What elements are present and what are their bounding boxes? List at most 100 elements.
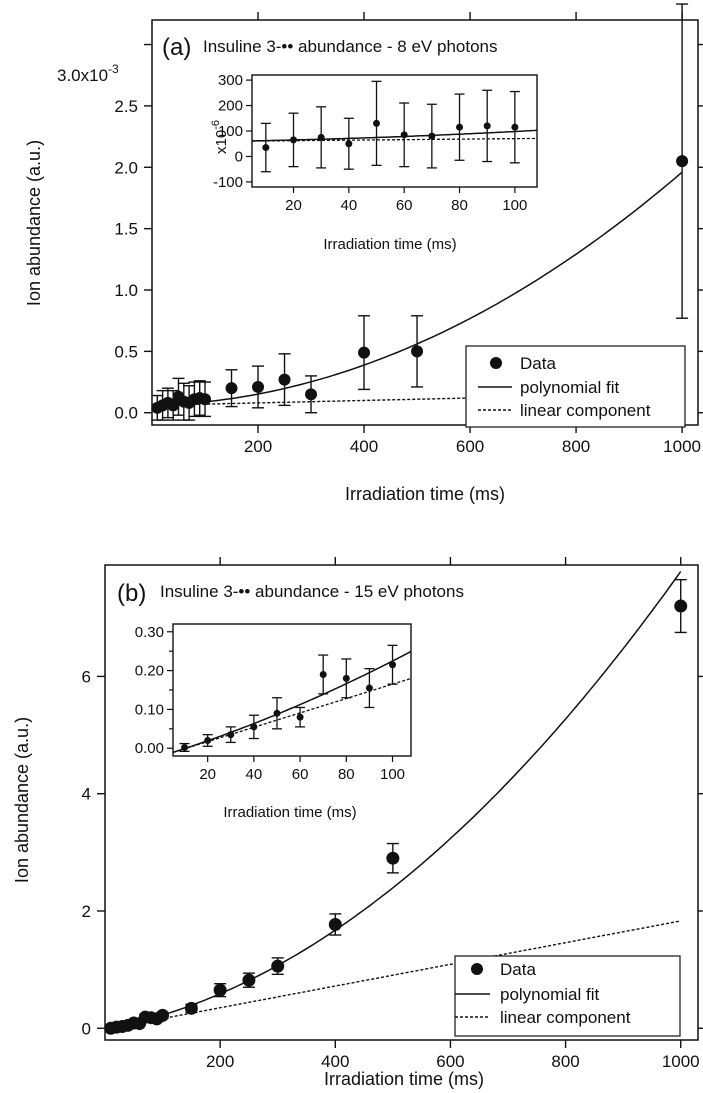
inset-linear-component-line-a	[251, 137, 538, 142]
inset-x-tick-label-a: 80	[451, 197, 468, 214]
y-scale-multiplier-a: 3.0x10-3	[57, 62, 119, 85]
plot-area-b: 200 400 600 800 1000 0 2 4 6	[82, 557, 703, 1071]
inset-data-point-b	[389, 661, 397, 669]
legend-label-linear-b: linear component	[500, 1008, 631, 1027]
plot-frame-b	[104, 564, 699, 1041]
y-tick-label-b: 6	[82, 667, 91, 686]
x-tick-label-b: 1000	[662, 1052, 700, 1071]
y-axis-title-a: Ion abundance (a.u.)	[24, 140, 44, 306]
y-tick-label-b: 0	[82, 1019, 91, 1038]
inset-x-tick-label-b: 20	[199, 766, 216, 783]
legend-label-linear-a: linear component	[520, 401, 651, 420]
legend-label-fit-a: polynomial fit	[520, 378, 619, 397]
y-tick-label-b: 2	[82, 902, 91, 921]
data-point-a	[676, 155, 689, 168]
linear-component-line-b	[110, 920, 681, 1030]
x-axis-title-b: Irradiation time (ms)	[324, 1069, 484, 1089]
plot-frame-a	[151, 19, 699, 426]
inset-data-point-a	[345, 140, 353, 148]
inset-data-point-a	[511, 123, 519, 131]
y-tick-label-a: 2.5	[114, 97, 138, 116]
polynomial-fit-line-b	[110, 571, 682, 1030]
inset-data-point-b	[273, 709, 281, 717]
inset-data-point-b	[342, 674, 350, 682]
inset-x-tick-label-b: 80	[338, 766, 355, 783]
data-point-b	[328, 917, 342, 931]
inset-data-point-b	[204, 736, 212, 744]
inset-x-tick-label-b: 100	[380, 766, 405, 783]
inset-data-point-b	[250, 723, 258, 731]
inset-y-tick-label-a: -100	[213, 174, 243, 191]
inset-y-axis-title-a: x10-6	[210, 120, 230, 154]
inset-data-point-a	[373, 119, 381, 127]
inset-y-tick-label-a: 200	[218, 98, 243, 115]
inset-data-point-a	[290, 136, 298, 144]
inset-data-point-b	[319, 670, 327, 678]
data-point-b	[242, 973, 256, 987]
inset-x-axis-title-a: Irradiation time (ms)	[323, 236, 456, 253]
inset-data-point-a	[483, 122, 491, 130]
data-point-b	[156, 1008, 170, 1022]
x-tick-label-a: 1000	[663, 437, 701, 456]
polynomial-fit-line-a	[157, 171, 683, 406]
x-tick-label-b: 800	[551, 1052, 579, 1071]
chart-title-a: Insuline 3-•• abundance - 8 eV photons	[203, 37, 498, 56]
inset-y-tick-label-a: 300	[218, 72, 243, 89]
y-scale-x10-a: x10	[81, 66, 108, 85]
y-axis-title-b: Ion abundance (a.u.)	[12, 717, 32, 883]
panel-label-b: (b)	[117, 580, 146, 607]
inset-y-tick-label-b: 0.10	[135, 701, 164, 718]
y-tick-label-b: 4	[82, 785, 91, 804]
y-tick-label-a: 0.0	[114, 404, 138, 423]
data-point-a	[278, 373, 291, 386]
inset-x-tick-label-a: 20	[285, 197, 302, 214]
chart-title-b: Insuline 3-•• abundance - 15 eV photons	[160, 582, 464, 601]
x-tick-label-a: 400	[350, 437, 378, 456]
inset-polynomial-fit-line-a	[252, 129, 538, 142]
legend-label-fit-b: polynomial fit	[500, 985, 599, 1004]
inset-plot-area-a: 20 40 60 80 100 -100 0 100 200 300	[213, 72, 538, 214]
inset-data-point-a	[262, 144, 270, 152]
x-tick-label-b: 400	[321, 1052, 349, 1071]
y-scale-base-a: 3.0	[57, 66, 81, 85]
inset-x-tick-label-b: 60	[292, 766, 309, 783]
legend-a: Data polynomial fit linear component	[465, 345, 686, 428]
inset-x-tick-label-a: 60	[396, 197, 413, 214]
inset-y-tick-label-b: 0.30	[135, 624, 164, 641]
legend-box-b	[454, 955, 681, 1037]
x-tick-label-b: 200	[206, 1052, 234, 1071]
x-tick-label-b: 600	[436, 1052, 464, 1071]
legend-marker-data-b	[471, 963, 483, 975]
inset-y-tick-label-a: 100	[218, 123, 243, 140]
inset-data-point-b	[181, 743, 189, 751]
inset-x-tick-label-b: 40	[246, 766, 263, 783]
x-tick-label-a: 200	[244, 437, 272, 456]
inset-x-tick-label-a: 40	[341, 197, 358, 214]
inset-y-tick-label-b: 0.00	[135, 740, 164, 757]
x-axis-title-a: Irradiation time (ms)	[345, 484, 505, 504]
data-point-a	[167, 399, 180, 412]
data-point-a	[252, 380, 265, 393]
data-point-b	[674, 599, 688, 613]
inset-data-point-a	[400, 131, 408, 139]
y-tick-label-a: 2.0	[114, 158, 138, 177]
data-point-a	[358, 346, 371, 359]
data-point-b	[271, 959, 285, 973]
inset-data-point-a	[456, 123, 464, 131]
y-tick-label-a: 1.5	[114, 220, 138, 239]
x-tick-label-a: 600	[456, 437, 484, 456]
data-point-a	[305, 388, 318, 401]
legend-label-data-b: Data	[500, 960, 536, 979]
data-point-a	[411, 345, 424, 358]
data-point-b	[213, 983, 227, 997]
data-point-a	[199, 393, 212, 406]
inset-data-point-a	[317, 133, 325, 141]
data-point-b	[184, 1001, 198, 1015]
panel-b: 200 400 600 800 1000 0 2 4 6 (b) Insuline 3-•• a…	[12, 557, 703, 1089]
legend-label-data-a: Data	[520, 354, 556, 373]
inset-y-tick-label-b: 0.20	[135, 663, 164, 680]
data-point-a	[225, 382, 238, 395]
